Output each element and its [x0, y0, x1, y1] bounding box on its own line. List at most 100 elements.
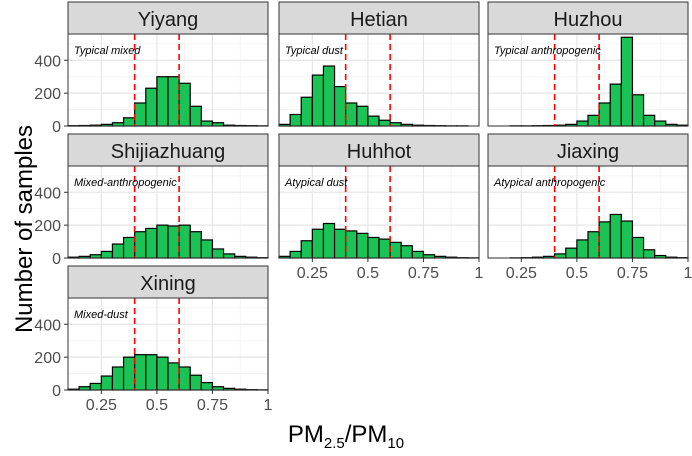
y-tick-label: 400 [34, 53, 61, 70]
histogram-bar [357, 233, 368, 258]
facet-title: Xining [140, 273, 196, 295]
histogram-bar [112, 367, 123, 390]
histogram-bar [346, 103, 357, 126]
facet-title: Hetian [350, 9, 408, 31]
histogram-bar [644, 250, 655, 258]
histogram-bar [168, 77, 179, 126]
x-axis-label: PM2.5/PM10 [0, 421, 692, 452]
histogram-bar [179, 367, 190, 390]
histogram-bar [112, 244, 123, 258]
x-tick-label: 0.75 [617, 265, 648, 282]
histogram-bar [599, 222, 610, 258]
histogram-bar [157, 77, 168, 126]
histogram-bar [621, 37, 632, 126]
histogram-bar [146, 228, 157, 258]
y-tick-label: 0 [52, 383, 61, 400]
panel-annotation: Mixed-dust [74, 309, 129, 321]
histogram-bar [90, 383, 101, 390]
histogram-bar [124, 118, 135, 126]
histogram-bar [632, 237, 643, 258]
histogram-bar [323, 224, 334, 259]
histogram-bar [588, 115, 599, 126]
histogram-bar [290, 115, 301, 127]
histogram-bar [655, 121, 666, 126]
histogram-bar [135, 355, 146, 390]
histogram-bar [146, 355, 157, 390]
x-tick-label: 1 [264, 397, 273, 414]
x-tick-label: 0.5 [357, 265, 379, 282]
histogram-bar [157, 225, 168, 258]
histogram-bar [212, 249, 223, 258]
histogram-bar [610, 84, 621, 126]
histogram-bar [335, 87, 346, 126]
histogram-bar [566, 248, 577, 258]
histogram-bar [312, 75, 323, 126]
histogram-bar [357, 106, 368, 126]
histogram-bar [168, 226, 179, 258]
histogram-bar [301, 97, 312, 126]
histogram-bar [201, 383, 212, 390]
x-tick-label: 0.75 [408, 265, 439, 282]
x-tick-label: 0.5 [146, 397, 168, 414]
histogram-bar [168, 363, 179, 390]
histogram-bar [124, 357, 135, 390]
x-tick-label: 0.25 [86, 397, 117, 414]
panel-annotation: Typical dust [285, 45, 344, 57]
histogram-bar [157, 357, 168, 390]
facet-title: Shijiazhuang [111, 141, 226, 163]
x-axis-label-sub-2: 10 [387, 435, 404, 452]
x-axis-label-main-1: PM [288, 421, 324, 448]
x-tick-label: 1 [475, 265, 484, 282]
x-tick-label: 0.5 [566, 265, 588, 282]
histogram-bar [368, 237, 379, 258]
histogram-bar [224, 254, 235, 258]
histogram-bar [335, 229, 346, 258]
x-tick-label: 1 [684, 265, 692, 282]
facet-title: Yiyang [138, 9, 198, 31]
y-tick-label: 0 [52, 119, 61, 136]
histogram-bar [135, 232, 146, 258]
histogram-bar [179, 225, 190, 258]
histogram-bar [146, 88, 157, 126]
histogram-bar [599, 103, 610, 126]
histogram-bar [401, 246, 412, 258]
x-tick-label: 0.75 [197, 397, 228, 414]
x-tick-label: 0.25 [506, 265, 537, 282]
histogram-bar [101, 251, 112, 258]
histogram-bar [190, 232, 201, 258]
y-tick-label: 0 [52, 251, 61, 268]
histogram-bar [588, 232, 599, 258]
facet-title: Huzhou [554, 9, 623, 31]
x-tick-label: 0.25 [297, 265, 328, 282]
histogram-bar [368, 116, 379, 126]
histogram-bar [577, 121, 588, 126]
y-tick-label: 200 [34, 86, 61, 103]
histogram-bar [632, 95, 643, 126]
histogram-bar [179, 83, 190, 126]
histogram-bar [290, 251, 301, 258]
histogram-bar [621, 221, 632, 258]
x-axis-label-sub-1: 2.5 [324, 435, 345, 452]
histogram-bar [135, 103, 146, 126]
histogram-bar [346, 231, 357, 258]
histogram-bar [610, 214, 621, 258]
x-axis-label-main-2: PM [351, 421, 387, 448]
histogram-bar [323, 66, 334, 126]
panel-annotation: Atypical dust [284, 177, 348, 189]
histogram-bar [301, 241, 312, 258]
histogram-bar [201, 121, 212, 126]
histogram-bar [124, 237, 135, 258]
histogram-bar [190, 375, 201, 390]
histogram-bar [390, 242, 401, 258]
histogram-bar [312, 229, 323, 258]
panel-annotation: Typical mixed [74, 45, 141, 57]
panel-annotation: Atypical anthropogenic [493, 177, 606, 189]
panel-annotation: Typical anthropogenic [494, 45, 601, 57]
y-axis-label: Number of samples [11, 104, 39, 354]
facet-title: Jiaxing [557, 141, 619, 163]
histogram-bar [101, 376, 112, 390]
histogram-bar [555, 254, 566, 258]
histogram-bar [379, 120, 390, 126]
